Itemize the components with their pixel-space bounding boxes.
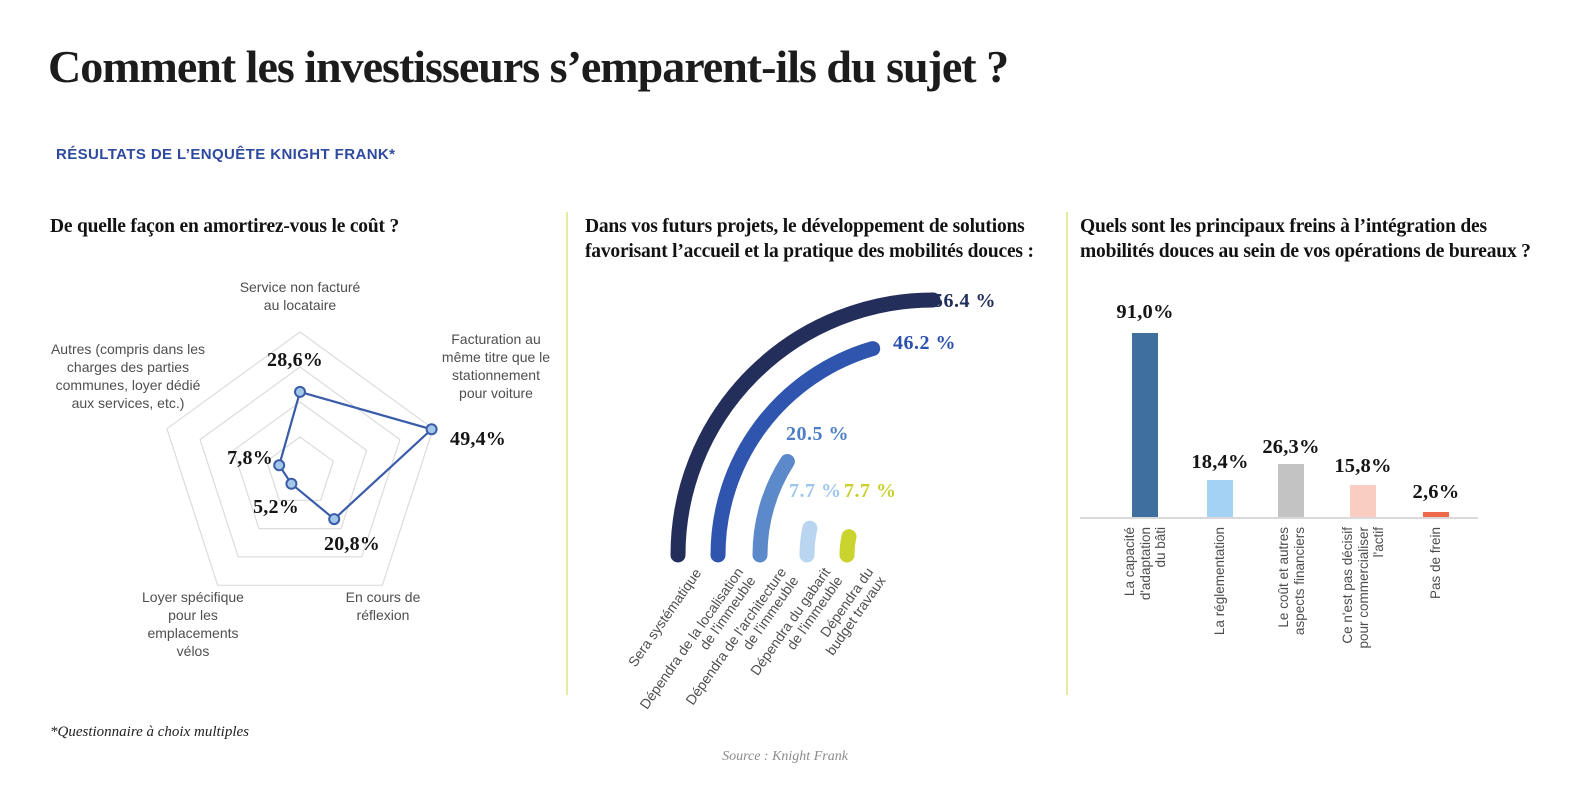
radar-axis-label: Autres (compris dans les charges des part… xyxy=(50,341,206,411)
radar-value-label: 7,8% xyxy=(227,447,273,469)
bar-category-label: La capacité d'adaptation du bâti xyxy=(1121,527,1168,601)
arc-series xyxy=(839,529,857,563)
bar xyxy=(1278,463,1304,517)
bar-category-label: La réglementation xyxy=(1212,527,1228,636)
page-title: Comment les investisseurs s’emparent-ils… xyxy=(48,41,1009,92)
radar-value-label: 49,4% xyxy=(450,428,506,450)
radar-value-label: 5,2% xyxy=(253,496,299,518)
radar-chart-title: De quelle façon en amortirez-vous le coû… xyxy=(50,216,400,237)
arc-value-label: 7.7 % xyxy=(844,480,897,502)
bar xyxy=(1423,511,1449,517)
bar-chart-baseline xyxy=(1080,517,1478,519)
bar xyxy=(1132,333,1158,517)
radar-value-label: 20,8% xyxy=(324,533,380,555)
arc-series xyxy=(799,520,818,563)
arc-series xyxy=(752,454,795,563)
radar-value-label: 28,6% xyxy=(267,349,323,371)
arc-value-label: 56.4 % xyxy=(933,290,996,312)
radar-axis-label: Facturation au même titre que le stationne… xyxy=(441,331,551,401)
bar-category-label: Pas de frein xyxy=(1428,527,1444,600)
arc-value-label: 46.2 % xyxy=(893,332,956,354)
survey-subtitle: RÉSULTATS DE L’ENQUÊTE KNIGHT FRANK* xyxy=(56,146,396,163)
arc-chart-title: Dans vos futurs projets, le développemen… xyxy=(585,216,1034,262)
bar-value-label: 18,4% xyxy=(1191,451,1249,473)
arc-value-label: 20.5 % xyxy=(786,423,849,445)
radar-data-marker xyxy=(294,385,306,398)
bar-value-label: 15,8% xyxy=(1334,455,1392,477)
arc-series xyxy=(710,341,881,563)
bar xyxy=(1350,485,1376,517)
radar-data-marker xyxy=(285,477,298,490)
source-credit: Source : Knight Frank xyxy=(722,749,848,764)
bar-value-label: 2,6% xyxy=(1412,481,1460,503)
column-divider-right xyxy=(1066,212,1068,695)
bar xyxy=(1207,479,1233,517)
bar-value-label: 26,3% xyxy=(1262,436,1320,458)
column-divider-left xyxy=(566,212,568,695)
radar-axis-label: En cours de réflexion xyxy=(345,589,421,623)
radar-axis-label: Service non facturé au locataire xyxy=(239,279,361,313)
footnote: *Questionnaire à choix multiples xyxy=(50,724,249,740)
bar-value-label: 91,0% xyxy=(1116,301,1174,323)
radar-axis-label: Loyer spécifique pour les emplacements vélo… xyxy=(142,589,244,659)
bar-chart-title: Quels sont les principaux freins à l’int… xyxy=(1080,216,1531,262)
arc-value-label: 7.7 % xyxy=(789,480,842,502)
bar-category-label: Le coût et autres aspects financiers xyxy=(1275,527,1307,636)
bar-category-label: Ce n'est pas décisif pour commercialiser l… xyxy=(1339,527,1386,649)
